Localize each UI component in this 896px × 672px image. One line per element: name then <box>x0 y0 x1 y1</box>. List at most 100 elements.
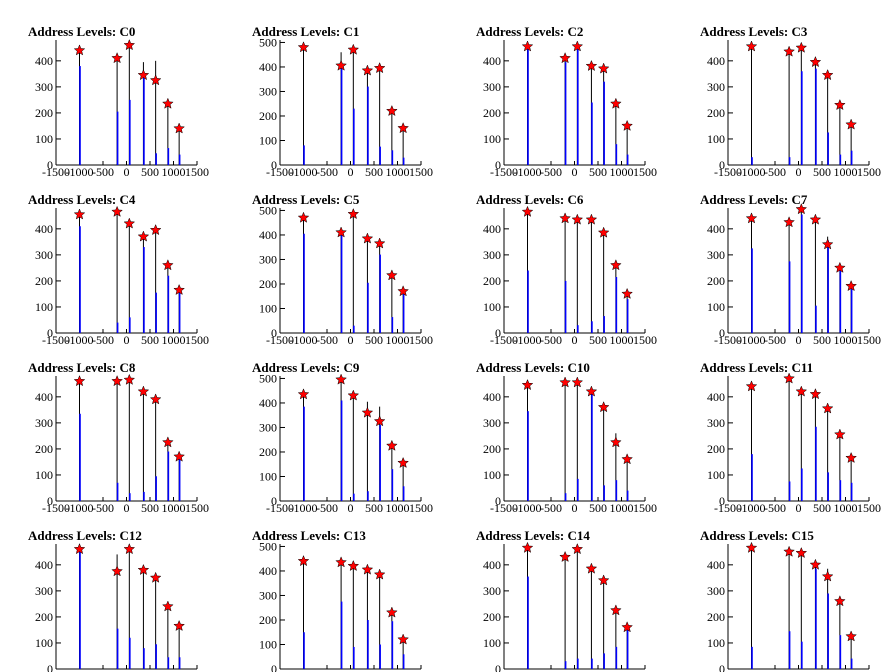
chart-title: Address Levels: C3 <box>700 24 808 39</box>
peak-marker <box>385 606 398 618</box>
x-tick-label: 1000 <box>162 333 186 347</box>
x-tick-label: -500 <box>92 165 114 179</box>
peak-marker <box>833 98 846 111</box>
x-tick-label: 1500 <box>633 669 657 672</box>
peak-marker <box>821 402 834 414</box>
x-tick-label: -1500 <box>490 501 518 515</box>
peak-marker <box>821 238 834 250</box>
x-tick-label: 0 <box>124 669 130 672</box>
x-tick-label: -500 <box>316 333 338 347</box>
peak-marker <box>621 119 634 131</box>
y-tick-label: 0 <box>719 158 725 172</box>
x-tick-label: -1000 <box>66 669 94 672</box>
y-tick-label: 100 <box>35 300 53 314</box>
y-tick-label: 200 <box>259 277 277 291</box>
peak-marker <box>397 456 410 469</box>
y-tick-label: 400 <box>35 54 53 68</box>
y-tick-label: 300 <box>259 84 277 98</box>
x-tick-label: -1500 <box>490 333 518 347</box>
x-tick-label: 1500 <box>857 333 881 347</box>
chart-panel-0: Address Levels: C0 0 100 200 300 400 -1500-100… <box>28 24 209 179</box>
x-tick-label: 1500 <box>857 165 881 179</box>
peak-marker <box>111 375 123 387</box>
y-tick-label: 400 <box>35 222 53 236</box>
y-tick-label: 200 <box>483 610 501 624</box>
peak-marker <box>597 226 610 238</box>
x-tick-label: 1500 <box>185 165 209 179</box>
chart-panel-8: Address Levels: C8 0 100 200 300 400 -1500-100… <box>28 360 209 515</box>
y-tick-label: 400 <box>259 564 277 578</box>
x-tick-label: 1000 <box>386 501 410 515</box>
y-tick-label: 0 <box>719 662 725 672</box>
chart-panel-7: Address Levels: C7 0 100 200 300 400 -1500-100… <box>700 192 881 347</box>
peak-marker <box>335 59 347 71</box>
x-tick-label: 0 <box>124 333 130 347</box>
x-tick-label: 1000 <box>834 501 858 515</box>
x-tick-label: 1000 <box>610 333 634 347</box>
chart-title: Address Levels: C0 <box>28 24 135 39</box>
x-tick-label: 0 <box>124 165 130 179</box>
peak-marker <box>297 41 310 53</box>
chart-title: Address Levels: C2 <box>476 24 583 39</box>
x-tick-label: -500 <box>540 333 562 347</box>
x-tick-label: 1000 <box>162 165 186 179</box>
y-tick-label: 200 <box>259 109 277 123</box>
peak-marker <box>783 372 795 384</box>
y-tick-label: 0 <box>271 158 277 172</box>
x-tick-label: -500 <box>540 165 562 179</box>
y-tick-label: 100 <box>483 468 501 482</box>
peak-marker <box>373 568 386 580</box>
x-tick-label: 1500 <box>633 165 657 179</box>
x-tick-label: -1500 <box>714 333 742 347</box>
x-tick-label: 500 <box>813 165 831 179</box>
y-tick-label: 200 <box>483 442 501 456</box>
chart-title: Address Levels: C13 <box>252 528 366 543</box>
y-tick-label: 100 <box>259 469 277 483</box>
peak-marker <box>795 203 808 215</box>
x-tick-label: -1000 <box>738 669 766 672</box>
y-tick-label: 400 <box>35 390 53 404</box>
y-tick-label: 400 <box>483 222 501 236</box>
y-tick-label: 100 <box>483 300 501 314</box>
peak-marker <box>585 213 598 225</box>
y-tick-label: 100 <box>707 300 725 314</box>
peak-marker <box>585 385 598 397</box>
x-tick-label: 500 <box>365 333 383 347</box>
x-tick-label: -1000 <box>290 669 318 672</box>
x-tick-label: 0 <box>572 333 578 347</box>
y-tick-label: 0 <box>495 662 501 672</box>
y-tick-label: 400 <box>483 390 501 404</box>
y-tick-label: 200 <box>259 445 277 459</box>
x-tick-label: 0 <box>796 501 802 515</box>
peak-marker <box>137 230 150 242</box>
peak-marker <box>161 97 174 109</box>
peak-marker <box>845 451 858 464</box>
x-tick-label: -1500 <box>42 333 70 347</box>
peak-marker <box>111 565 123 577</box>
chart-panel-14: Address Levels: C14 0 100 200 300 400 -1500-10… <box>476 528 657 672</box>
peak-marker <box>745 541 758 553</box>
peak-marker <box>347 389 360 401</box>
peak-marker <box>347 43 360 55</box>
peak-marker <box>745 40 758 52</box>
peak-marker <box>335 373 347 385</box>
x-tick-label: 500 <box>589 669 607 672</box>
y-tick-label: 500 <box>259 203 277 217</box>
peak-marker <box>73 208 86 220</box>
peak-marker <box>123 217 136 229</box>
peak-marker <box>745 380 758 392</box>
x-tick-label: 1500 <box>185 669 209 672</box>
peak-marker <box>559 212 571 224</box>
x-tick-label: 0 <box>572 501 578 515</box>
peak-marker <box>597 574 610 586</box>
x-tick-label: 0 <box>348 669 354 672</box>
y-tick-label: 300 <box>483 80 501 94</box>
x-tick-label: -1000 <box>290 501 318 515</box>
x-tick-label: 1500 <box>857 501 881 515</box>
x-tick-label: -1000 <box>514 333 542 347</box>
peak-marker <box>559 376 571 388</box>
x-tick-label: 1500 <box>409 333 433 347</box>
y-tick-label: 300 <box>259 588 277 602</box>
y-tick-label: 500 <box>259 539 277 553</box>
